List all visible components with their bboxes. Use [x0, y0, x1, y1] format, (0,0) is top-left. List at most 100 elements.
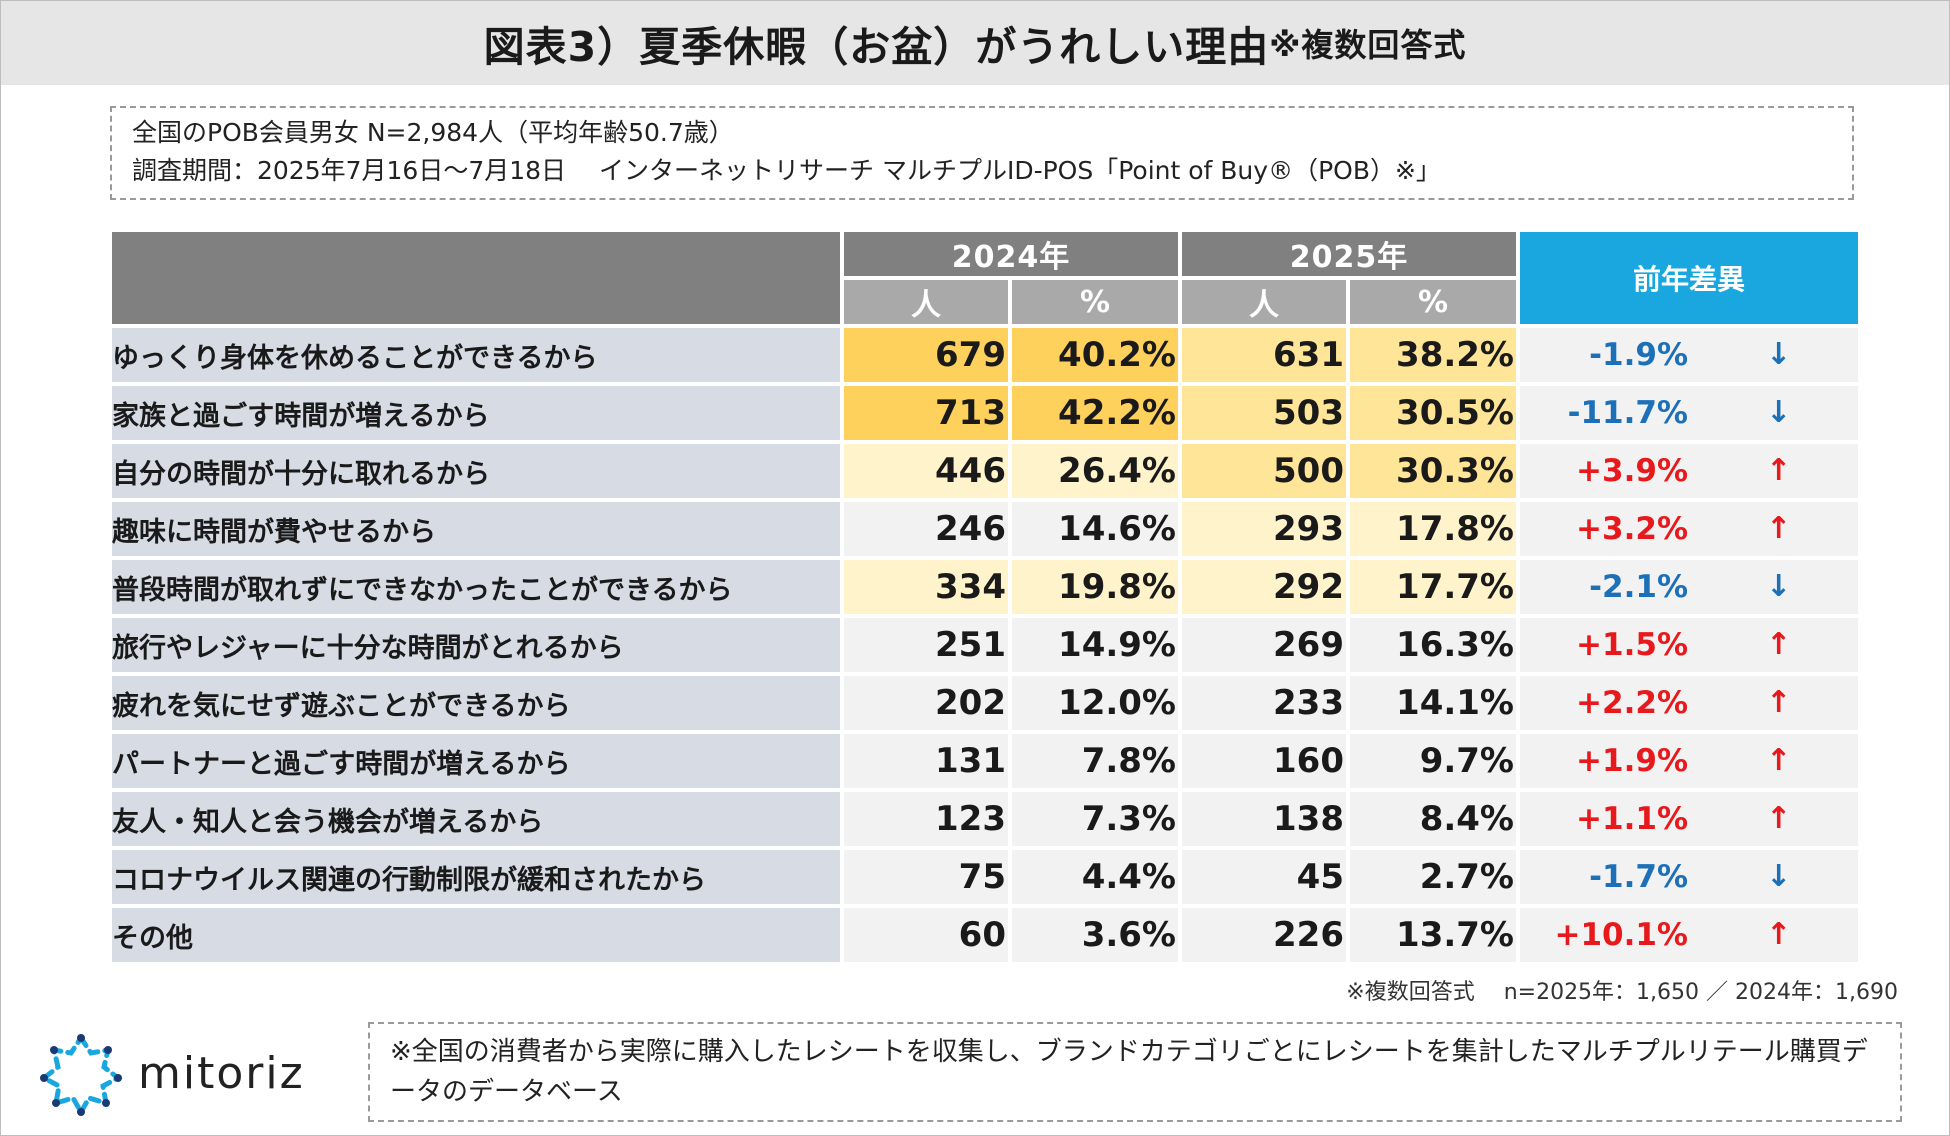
- arrow-down-icon: ↓: [1766, 394, 1792, 430]
- cell-diff: +2.2% ↑: [1520, 676, 1858, 730]
- cell-2025-pct: 2.7%: [1350, 850, 1516, 904]
- cell-2024-person: 60: [844, 908, 1008, 962]
- survey-info-sample: 全国のPOB会員男女 N=2,984人（平均年齢50.7歳）: [132, 118, 734, 147]
- cell-2025-pct: 9.7%: [1350, 734, 1516, 788]
- title-main: 図表3）夏季休暇（お盆）がうれしい理由: [483, 23, 1270, 71]
- footnote-box: ※全国の消費者から実際に購入したレシートを収集し、ブランドカテゴリごとにレシート…: [368, 1022, 1902, 1122]
- cell-2024-person: 202: [844, 676, 1008, 730]
- arrow-up-icon: ↑: [1766, 510, 1792, 546]
- diff-value: +1.5%: [1576, 627, 1688, 663]
- cell-2024-pct: 14.6%: [1012, 502, 1178, 556]
- header-2024-pct: %: [1012, 280, 1178, 324]
- cell-2024-person: 713: [844, 386, 1008, 440]
- cell-2024-pct: 12.0%: [1012, 676, 1178, 730]
- cell-2025-pct: 16.3%: [1350, 618, 1516, 672]
- cell-2024-person: 131: [844, 734, 1008, 788]
- row-label: 疲れを気にせず遊ぶことができるから: [112, 676, 840, 730]
- cell-2025-pct: 17.8%: [1350, 502, 1516, 556]
- cell-2025-pct: 30.5%: [1350, 386, 1516, 440]
- row-label: 家族と過ごす時間が増えるから: [112, 386, 840, 440]
- cell-2024-pct: 19.8%: [1012, 560, 1178, 614]
- table-row: 普段時間が取れずにできなかったことができるから 334 19.8% 292 17.7% -…: [112, 560, 1858, 614]
- diff-value: -1.7%: [1589, 859, 1688, 895]
- mitoriz-logo-icon: [39, 1033, 123, 1118]
- survey-info-period: 調査期間：2025年7月16日～7月18日 インターネットリサーチ マルチプルI…: [132, 156, 1441, 185]
- cell-2025-pct: 14.1%: [1350, 676, 1516, 730]
- cell-2025-person: 503: [1182, 386, 1346, 440]
- cell-2024-person: 679: [844, 328, 1008, 382]
- arrow-up-icon: ↑: [1766, 800, 1792, 836]
- cell-diff: +3.9% ↑: [1520, 444, 1858, 498]
- cell-2024-pct: 7.8%: [1012, 734, 1178, 788]
- arrow-up-icon: ↑: [1766, 452, 1792, 488]
- data-table: 2024年 2025年 前年差異 人 % 人 % ゆっくり身体を休めることができ…: [108, 228, 1862, 966]
- cell-2024-pct: 14.9%: [1012, 618, 1178, 672]
- cell-2024-person: 246: [844, 502, 1008, 556]
- row-label: 旅行やレジャーに十分な時間がとれるから: [112, 618, 840, 672]
- arrow-down-icon: ↓: [1766, 568, 1792, 604]
- arrow-up-icon: ↑: [1766, 684, 1792, 720]
- cell-2024-person: 75: [844, 850, 1008, 904]
- cell-2025-pct: 17.7%: [1350, 560, 1516, 614]
- table-row: 家族と過ごす時間が増えるから 713 42.2% 503 30.5% -11.7% ↓: [112, 386, 1858, 440]
- data-table-wrapper: 2024年 2025年 前年差異 人 % 人 % ゆっくり身体を休めることができ…: [108, 228, 1862, 966]
- cell-2024-person: 251: [844, 618, 1008, 672]
- diff-value: +1.9%: [1576, 743, 1688, 779]
- cell-2024-person: 446: [844, 444, 1008, 498]
- diff-value: -2.1%: [1589, 569, 1688, 605]
- table-row: 趣味に時間が費やせるから 246 14.6% 293 17.8% +3.2% ↑: [112, 502, 1858, 556]
- cell-2025-person: 160: [1182, 734, 1346, 788]
- company-logo: mitoriz: [36, 1028, 305, 1118]
- cell-diff: -11.7% ↓: [1520, 386, 1858, 440]
- cell-2024-person: 334: [844, 560, 1008, 614]
- row-label: ゆっくり身体を休めることができるから: [112, 328, 840, 382]
- table-row: コロナウイルス関連の行動制限が緩和されたから 75 4.4% 45 2.7% -1.7% ↓: [112, 850, 1858, 904]
- cell-2024-pct: 4.4%: [1012, 850, 1178, 904]
- cell-2024-pct: 7.3%: [1012, 792, 1178, 846]
- cell-diff: +1.9% ↑: [1520, 734, 1858, 788]
- header-2024-person: 人: [844, 280, 1008, 324]
- diff-value: +3.9%: [1576, 453, 1688, 489]
- survey-info-box: 全国のPOB会員男女 N=2,984人（平均年齢50.7歳） 調査期間：2025…: [110, 106, 1854, 200]
- table-row: ゆっくり身体を休めることができるから 679 40.2% 631 38.2% -1.9% ↓: [112, 328, 1858, 382]
- table-row: 自分の時間が十分に取れるから 446 26.4% 500 30.3% +3.9% ↑: [112, 444, 1858, 498]
- arrow-up-icon: ↑: [1766, 742, 1792, 778]
- cell-2025-person: 631: [1182, 328, 1346, 382]
- cell-diff: +1.5% ↑: [1520, 618, 1858, 672]
- diff-value: -11.7%: [1567, 395, 1688, 431]
- header-diff: 前年差異: [1520, 232, 1858, 324]
- cell-2025-person: 45: [1182, 850, 1346, 904]
- cell-2025-pct: 13.7%: [1350, 908, 1516, 962]
- cell-2025-person: 500: [1182, 444, 1346, 498]
- cell-2025-person: 292: [1182, 560, 1346, 614]
- table-row: パートナーと過ごす時間が増えるから 131 7.8% 160 9.7% +1.9% ↑: [112, 734, 1858, 788]
- arrow-up-icon: ↑: [1766, 916, 1792, 952]
- arrow-down-icon: ↓: [1766, 858, 1792, 894]
- header-2025-person: 人: [1182, 280, 1346, 324]
- cell-2024-pct: 26.4%: [1012, 444, 1178, 498]
- cell-diff: +10.1% ↑: [1520, 908, 1858, 962]
- cell-diff: -1.7% ↓: [1520, 850, 1858, 904]
- cell-2025-person: 293: [1182, 502, 1346, 556]
- row-label: 趣味に時間が費やせるから: [112, 502, 840, 556]
- table-row: 疲れを気にせず遊ぶことができるから 202 12.0% 233 14.1% +2.2% ↑: [112, 676, 1858, 730]
- table-row: 旅行やレジャーに十分な時間がとれるから 251 14.9% 269 16.3% +1.5%…: [112, 618, 1858, 672]
- diff-value: +3.2%: [1576, 511, 1688, 547]
- table-body: ゆっくり身体を休めることができるから 679 40.2% 631 38.2% -1.9% ↓…: [112, 328, 1858, 962]
- logo-wordmark: mitoriz: [138, 1047, 305, 1099]
- cell-2025-pct: 8.4%: [1350, 792, 1516, 846]
- cell-2025-person: 269: [1182, 618, 1346, 672]
- header-year-2025: 2025年: [1182, 232, 1516, 276]
- header-label-cell: [112, 232, 840, 324]
- table-row: その他 60 3.6% 226 13.7% +10.1% ↑: [112, 908, 1858, 962]
- cell-diff: +1.1% ↑: [1520, 792, 1858, 846]
- diff-value: +1.1%: [1576, 801, 1688, 837]
- row-label: 自分の時間が十分に取れるから: [112, 444, 840, 498]
- diff-value: +10.1%: [1554, 917, 1688, 953]
- sample-note: ※複数回答式 n=2025年：1,650 ／ 2024年：1,690: [1346, 980, 1898, 1005]
- cell-2024-pct: 3.6%: [1012, 908, 1178, 962]
- cell-2024-person: 123: [844, 792, 1008, 846]
- cell-2024-pct: 40.2%: [1012, 328, 1178, 382]
- cell-2024-pct: 42.2%: [1012, 386, 1178, 440]
- row-label: パートナーと過ごす時間が増えるから: [112, 734, 840, 788]
